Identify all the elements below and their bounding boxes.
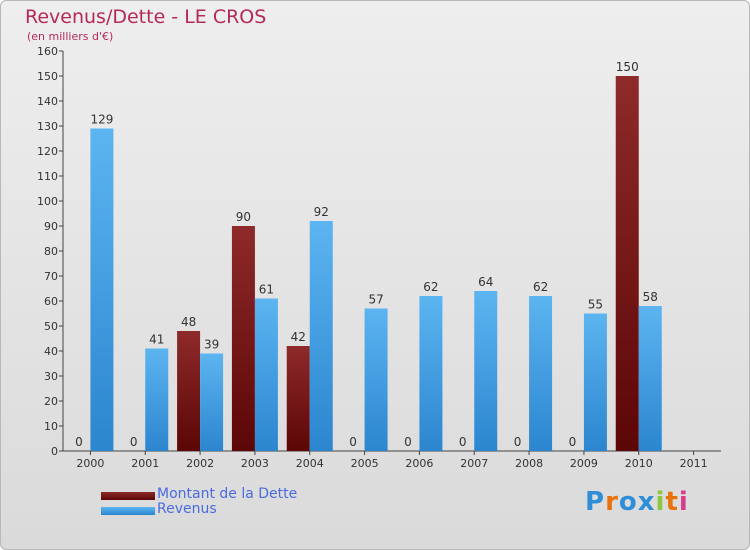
y-tick-label: 10 <box>44 420 58 433</box>
bar-revenus <box>419 296 443 451</box>
x-tick-label: 2006 <box>405 457 433 470</box>
data-label: 55 <box>588 298 603 312</box>
data-label: 58 <box>643 290 658 304</box>
y-tick-label: 160 <box>37 45 58 58</box>
bar-dette <box>615 76 639 451</box>
y-tick-label: 50 <box>44 320 58 333</box>
y-tick-label: 150 <box>37 70 58 83</box>
data-label: 0 <box>459 435 467 449</box>
data-label: 0 <box>130 435 138 449</box>
y-tick-label: 70 <box>44 270 58 283</box>
y-tick-label: 120 <box>37 145 58 158</box>
y-tick-label: 100 <box>37 195 58 208</box>
bar-revenus <box>474 291 498 451</box>
legend-swatch-dette <box>101 492 155 500</box>
x-tick-label: 2001 <box>131 457 159 470</box>
data-label: 62 <box>423 280 438 294</box>
data-label: 129 <box>90 113 113 127</box>
data-label: 0 <box>349 435 357 449</box>
y-tick-label: 0 <box>51 445 58 458</box>
data-label: 39 <box>204 338 219 352</box>
y-tick-label: 80 <box>44 245 58 258</box>
bar-revenus <box>254 298 278 451</box>
data-label: 64 <box>478 275 493 289</box>
proxiti-logo: Proxiti <box>585 487 689 517</box>
x-tick-label: 2002 <box>186 457 214 470</box>
logo-letter: x <box>637 487 656 517</box>
x-tick-label: 2009 <box>570 457 598 470</box>
logo-letter: P <box>585 487 606 517</box>
data-label: 61 <box>259 283 274 297</box>
data-label: 48 <box>181 315 196 329</box>
data-label: 0 <box>75 435 83 449</box>
bar-dette <box>286 346 310 451</box>
data-label: 90 <box>236 210 251 224</box>
y-tick-label: 60 <box>44 295 58 308</box>
data-label: 57 <box>368 293 383 307</box>
x-tick-label: 2008 <box>515 457 543 470</box>
y-tick-label: 110 <box>37 170 58 183</box>
bar-dette <box>231 226 255 451</box>
x-tick-label: 2010 <box>625 457 653 470</box>
logo-letter: i <box>655 487 666 517</box>
logo-letter: r <box>605 487 619 517</box>
chart-unit-label: (en milliers d'€) <box>27 30 114 43</box>
y-tick-label: 30 <box>44 370 58 383</box>
y-tick-label: 20 <box>44 395 58 408</box>
data-label: 42 <box>291 330 306 344</box>
legend-swatch-revenus <box>101 507 155 515</box>
y-tick-label: 130 <box>37 120 58 133</box>
data-label: 0 <box>514 435 522 449</box>
bar-revenus <box>145 348 169 451</box>
bar-revenus <box>309 221 333 451</box>
x-tick-label: 2011 <box>680 457 708 470</box>
bar-dette <box>177 331 201 451</box>
bar-revenus <box>529 296 553 451</box>
data-label: 150 <box>616 60 639 74</box>
logo-letter: o <box>618 487 638 517</box>
y-tick-label: 140 <box>37 95 58 108</box>
x-tick-label: 2005 <box>351 457 379 470</box>
bar-revenus <box>638 306 662 451</box>
legend-label-revenus: Revenus <box>157 501 217 517</box>
x-tick-label: 2003 <box>241 457 269 470</box>
data-label: 0 <box>404 435 412 449</box>
y-tick-label: 90 <box>44 220 58 233</box>
bar-revenus <box>90 128 114 451</box>
y-tick-label: 40 <box>44 345 58 358</box>
data-label: 62 <box>533 280 548 294</box>
data-label: 92 <box>314 205 329 219</box>
data-label: 41 <box>149 333 164 347</box>
x-tick-label: 2007 <box>460 457 488 470</box>
legend-label-dette: Montant de la Dette <box>157 486 298 502</box>
bar-revenus <box>200 353 224 451</box>
x-tick-label: 2000 <box>76 457 104 470</box>
x-tick-label: 2004 <box>296 457 324 470</box>
data-label: 0 <box>569 435 577 449</box>
bar-revenus <box>583 313 607 451</box>
logo-letter: t <box>665 487 679 517</box>
logo-letter: i <box>678 487 689 517</box>
chart-title: Revenus/Dette - LE CROS <box>25 6 267 28</box>
bar-revenus <box>364 308 388 451</box>
